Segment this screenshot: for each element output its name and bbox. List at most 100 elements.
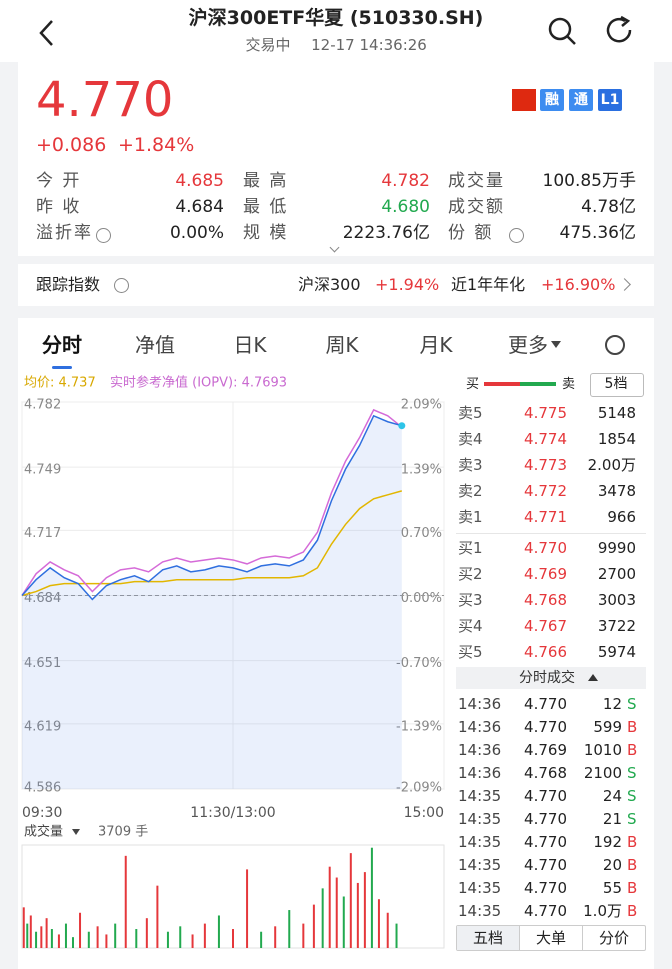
trade-price: 4.770 [524,694,567,713]
last-price-dot [398,422,406,430]
book-divider [456,533,646,534]
y2-tick-label: -0.70% [396,656,442,671]
tab[interactable]: 周K [325,333,359,357]
bottom-tab[interactable]: 大单 [535,928,567,947]
stat-value: 475.36亿 [559,222,636,243]
book-volume: 3722 [597,616,636,635]
trade-price: 4.770 [524,717,567,736]
tab[interactable]: 净值 [135,333,175,357]
stat-value: 4.78亿 [581,196,636,217]
x-tick-label: 09:30 [22,805,62,821]
badge-bg [598,89,622,111]
book-price: 4.775 [524,403,567,422]
volume-bar [363,872,366,948]
trade-volume: 1010 [583,740,622,759]
volume-bar [335,877,338,948]
trade-price: 4.770 [524,832,567,851]
volume-bar [105,934,108,948]
volume-bar [356,882,359,948]
stat-value: 2223.76亿 [342,222,430,243]
volume-bar [79,912,82,948]
x-tick-label: 11:30/13:00 [190,805,275,821]
tab[interactable]: 更多 [508,333,548,357]
y2-tick-label: -1.39% [396,720,442,735]
trade-side: S [627,809,637,828]
book-level: 买2 [458,564,483,583]
book-price: 4.766 [524,642,567,661]
trade-time: 14:35 [458,809,502,828]
trade-price: 4.770 [524,855,567,874]
volume-bar [191,934,194,948]
book-volume: 2700 [597,564,636,583]
stat-label: 今 开 [36,170,82,191]
book-level: 卖4 [458,429,483,448]
trade-time: 14:35 [458,786,502,805]
tab-indicator [52,366,72,369]
bottom-tab[interactable]: 五档 [472,928,504,947]
book-level: 买3 [458,590,483,609]
depth-button[interactable]: 5档 [604,376,628,392]
stat-value: 4.684 [175,196,224,217]
volume-bar [166,931,169,948]
search-button[interactable] [545,14,579,48]
trade-side: S [627,694,637,713]
trade-time: 14:35 [458,878,502,897]
trade-volume: 599 [593,717,622,736]
info-icon [114,278,129,293]
y-tick-label: 4.717 [24,526,61,541]
stat-label: 规 模 [243,222,289,243]
info-icon [96,228,111,243]
badge: 通 [574,92,588,108]
trade-side: B [627,855,638,874]
series-line [21,414,403,601]
volume-dropdown [72,829,80,835]
trade-volume: 55 [602,878,622,897]
badge-bg [540,89,564,111]
annual-label: 近1年年化 [451,275,526,294]
trade-price: 4.769 [524,740,567,759]
dropdown-arrow[interactable] [551,341,561,348]
stat-label: 最 高 [243,170,289,191]
bottom-tab[interactable]: 分价 [598,928,630,947]
y2-tick-label: 0.00% [401,591,442,606]
volume-bar [274,926,277,948]
volume-bar [22,907,25,948]
volume-bar [349,853,352,948]
stat-label: 最 低 [243,196,289,217]
book-price: 4.774 [524,429,567,448]
book-level: 卖2 [458,481,483,500]
bottom-tab-divider [519,926,520,950]
volume-bar [232,929,234,948]
price-change: +0.086 [36,133,107,156]
index-name: 沪深300 [298,275,361,294]
flag-icon [512,89,536,111]
stat-label: 成交额 [448,196,505,217]
refresh-button[interactable] [603,14,637,48]
back-button[interactable] [36,18,60,48]
stat-value: 4.685 [175,170,224,191]
badge-bg [569,89,593,111]
book-volume: 3478 [597,481,636,500]
stat-label: 成交量 [448,170,505,191]
legend-avg: 均价: 4.737 [24,376,96,391]
trade-side: B [627,901,638,920]
settings-button[interactable] [605,335,625,355]
last-price: 4.770 [36,72,174,128]
y2-tick-label: 1.39% [401,462,442,477]
volume-bar [203,923,206,948]
trade-volume: 12 [602,694,622,713]
tab[interactable]: 分时 [42,333,82,357]
depth-button-bg[interactable] [590,373,644,397]
stat-label: 昨 收 [36,196,82,217]
trade-price: 4.770 [524,809,567,828]
trade-price: 4.770 [524,878,567,897]
volume-bar [114,923,117,948]
index-change: +1.94% [375,275,440,294]
y-tick-label: 4.684 [24,591,61,606]
tab[interactable]: 月K [419,333,453,357]
book-level: 卖5 [458,403,483,422]
y-tick-label: 4.782 [24,398,61,413]
tab[interactable]: 日K [233,333,267,357]
chart-panel [18,318,654,969]
bottom-tab-active-bg [457,926,519,950]
